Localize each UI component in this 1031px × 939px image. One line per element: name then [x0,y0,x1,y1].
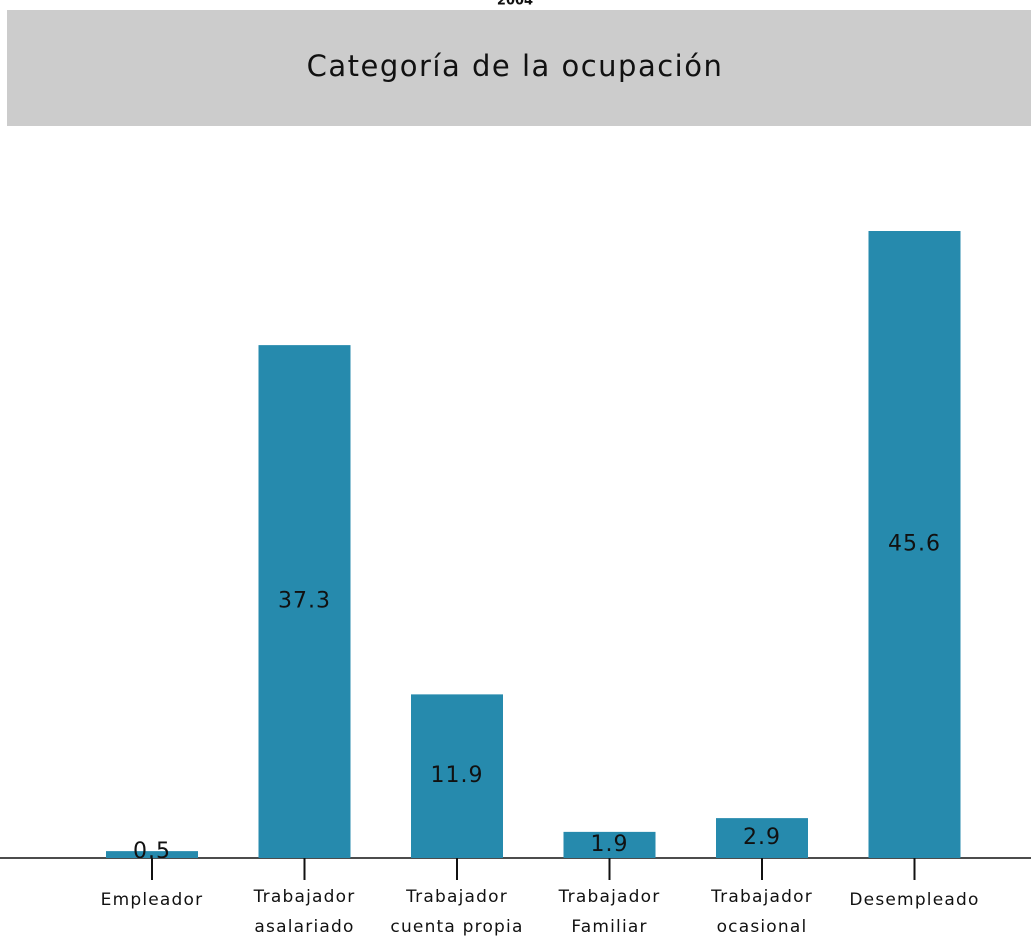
value-label: 11.9 [431,763,484,788]
x-tick-label: Familiar [571,917,647,937]
x-tick-label: asalariado [254,917,354,937]
value-label: 2.9 [743,825,781,850]
bar [868,231,961,858]
value-label: 1.9 [591,832,629,857]
x-tick-label: Trabajador [558,887,661,907]
x-tick-label: Trabajador [710,887,813,907]
x-tick-label: cuenta propia [390,917,523,937]
bar [411,694,503,858]
x-tick-label: Empleador [101,890,204,910]
chart-title: Categoría de la ocupación [307,49,724,83]
bar [563,831,656,858]
x-tick-label: Trabajador [405,887,508,907]
bar [258,345,351,858]
x-tick-label: ocasional [717,917,808,937]
bar [716,818,808,858]
value-label: 45.6 [888,532,941,557]
value-label: 37.3 [278,589,331,614]
bar [106,851,198,858]
x-tick-label: Trabajador [253,887,356,907]
chart-subtitle: 2004 [497,0,533,9]
title-band [7,10,1031,126]
x-tick-label: Desempleado [849,890,979,910]
